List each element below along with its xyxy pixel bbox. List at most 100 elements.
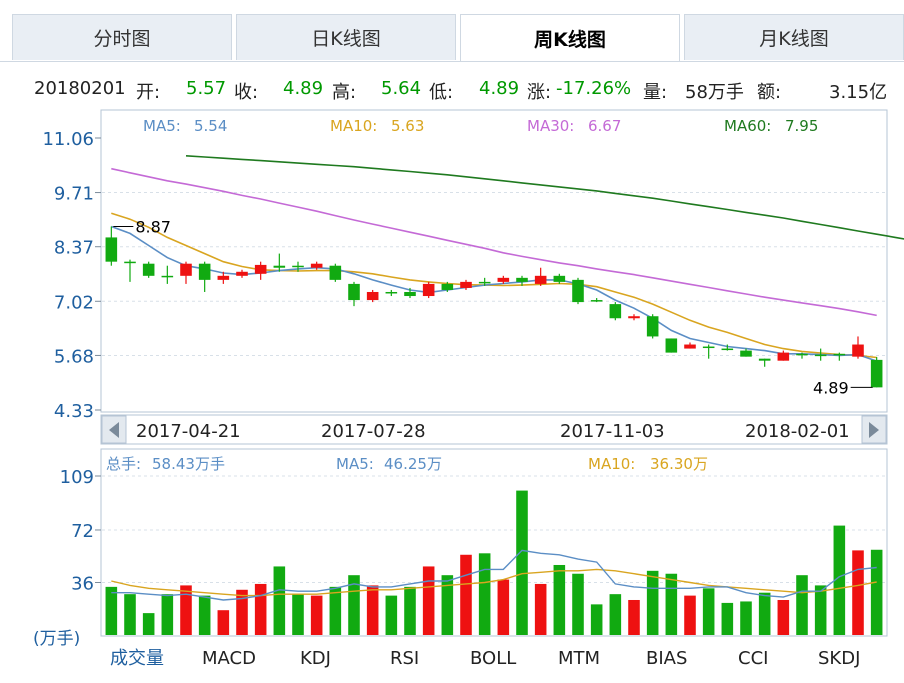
- candle-body: [180, 263, 192, 276]
- candle: [852, 336, 864, 359]
- indicator-tabs: 成交量 MACD KDJ RSI BOLL MTM BIAS CCI SKDJ: [110, 648, 860, 669]
- candle-body: [833, 353, 846, 356]
- candle: [236, 269, 248, 278]
- x-label-date-3: 2017-11-03: [560, 421, 665, 442]
- volume-bar: [254, 583, 267, 635]
- volume-bar: [105, 586, 118, 635]
- indicator-tab-mtm[interactable]: MTM: [558, 648, 600, 669]
- ma30-line: [111, 167, 877, 317]
- candle: [814, 348, 827, 361]
- tab-daily-k[interactable]: 日K线图: [236, 14, 456, 60]
- tab-weekly-k[interactable]: 周K线图: [460, 14, 680, 62]
- volume-bar: [124, 594, 136, 635]
- candle: [441, 281, 454, 292]
- candle-body: [534, 275, 547, 284]
- indicator-tab-boll[interactable]: BOLL: [470, 648, 516, 669]
- candle-body: [628, 316, 640, 319]
- indicator-tab-macd[interactable]: MACD: [202, 648, 256, 669]
- candle-body: [478, 281, 491, 284]
- candle: [198, 261, 211, 292]
- volume-bar: [310, 595, 323, 635]
- volume-bar: [665, 573, 678, 635]
- candle-body: [590, 300, 603, 302]
- scroll-right-button[interactable]: [861, 415, 887, 444]
- candle: [385, 289, 398, 297]
- volume-label: 量:: [643, 82, 668, 103]
- volume-bar: [385, 595, 398, 635]
- total-volume-legend-value: 58.43万手: [152, 455, 225, 473]
- quote-info-bar: 20180201 开: 5.57 收: 4.89 高: 5.64 低: 4.89…: [0, 74, 904, 104]
- candle: [740, 348, 752, 357]
- x-label-date-4: 2018-02-01: [745, 421, 850, 442]
- scroll-left-button[interactable]: [101, 415, 127, 444]
- kline-moving-averages: [111, 155, 904, 362]
- open-label: 开:: [136, 82, 161, 103]
- candle-body: [385, 291, 398, 294]
- volume-unit-label: (万手): [33, 629, 80, 649]
- candle-body: [441, 283, 454, 290]
- indicator-tab-cci[interactable]: CCI: [738, 648, 768, 669]
- candle-body: [553, 275, 566, 282]
- volume-bars: [105, 490, 883, 635]
- volume-panel-frame: [100, 448, 888, 637]
- candle-body: [329, 265, 342, 280]
- candle-body: [814, 354, 827, 357]
- volume-bar: [404, 586, 416, 635]
- candle-body: [422, 283, 435, 297]
- indicator-tab-bias[interactable]: BIAS: [646, 648, 687, 669]
- volume-bar: [236, 589, 248, 635]
- volume-bar: [460, 554, 472, 635]
- ma30-legend-value: 6.67: [588, 117, 621, 135]
- volume-ma10-line: [111, 568, 877, 597]
- volume-bar: [628, 599, 640, 635]
- kline-y-tick-label: 5.68: [54, 346, 94, 367]
- ma60-legend-value: 7.95: [785, 117, 818, 135]
- candle-body: [142, 263, 155, 276]
- tab-monthly-k[interactable]: 月K线图: [684, 14, 904, 60]
- ma10-legend-value: 5.63: [391, 117, 424, 135]
- indicator-tab-成交量[interactable]: 成交量: [110, 648, 164, 669]
- volume-bar: [497, 579, 510, 635]
- amount-label: 额:: [757, 82, 782, 103]
- volume-bar: [441, 575, 454, 635]
- candle: [590, 298, 603, 303]
- kline-annotations: 8.87 4.89: [113, 218, 873, 397]
- candle: [124, 259, 136, 282]
- indicator-tab-skdj[interactable]: SKDJ: [818, 648, 860, 669]
- vol-ma10-legend-label: MA10:: [588, 455, 635, 473]
- volume-bar: [348, 575, 360, 635]
- date-scrollbar[interactable]: [100, 414, 888, 445]
- kline-y-axis: 11.06 9.71 8.37 7.02 5.68 4.33: [42, 129, 101, 422]
- kline-y-tick-label: 8.37: [54, 238, 94, 259]
- volume-bar: [870, 549, 883, 635]
- candle-body: [646, 316, 659, 337]
- indicator-tab-rsi[interactable]: RSI: [390, 648, 419, 669]
- candle-body: [684, 344, 696, 349]
- candle: [758, 358, 771, 367]
- indicator-tab-kdj[interactable]: KDJ: [300, 648, 331, 669]
- chevron-right-icon: [869, 422, 879, 438]
- volume-y-tick-label: 109: [60, 467, 94, 488]
- volume-bar: [329, 586, 342, 635]
- vol-ma5-legend-label: MA5:: [336, 455, 374, 473]
- candle-body: [105, 237, 118, 262]
- chart-tabs: 分时图 日K线图 周K线图 月K线图: [0, 0, 904, 62]
- candle: [553, 273, 566, 284]
- max-price-annotation: 8.87: [135, 218, 171, 237]
- candle-body: [236, 271, 248, 276]
- close-label: 收:: [234, 82, 259, 103]
- candle: [665, 338, 678, 353]
- volume-bar: [796, 575, 808, 635]
- amount-value: 3.15亿: [829, 82, 888, 103]
- volume-bar: [590, 604, 603, 635]
- volume-value: 58万手: [685, 82, 744, 103]
- candle-body: [516, 277, 528, 282]
- candle: [404, 287, 416, 299]
- candle: [684, 342, 696, 349]
- low-value: 4.89: [479, 78, 520, 99]
- candle: [217, 271, 230, 284]
- candle: [721, 344, 734, 351]
- tab-intraday[interactable]: 分时图: [12, 14, 232, 60]
- candle: [572, 277, 584, 305]
